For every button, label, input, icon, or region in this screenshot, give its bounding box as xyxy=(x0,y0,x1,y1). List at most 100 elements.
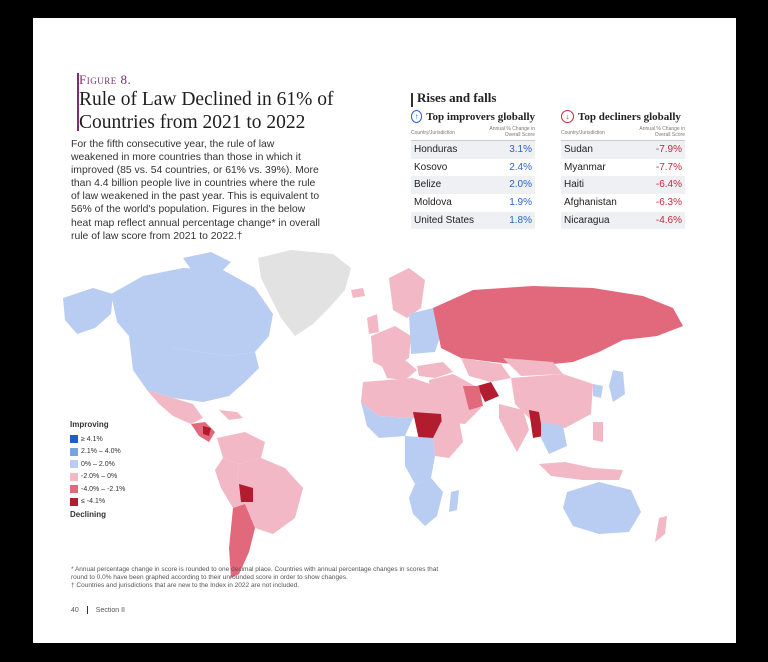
table-row: United States 1.8% xyxy=(411,211,535,230)
eastern-europe-region xyxy=(409,308,443,354)
mexico-region xyxy=(147,390,203,424)
column-value: Annual % Change in Overall Score xyxy=(639,126,685,138)
canada-region xyxy=(111,268,273,356)
country-name: Honduras xyxy=(414,144,458,155)
west-africa-region xyxy=(361,402,413,438)
section-label: Section II xyxy=(95,606,125,614)
table-row: Afghanistan -6.3% xyxy=(561,194,685,212)
peru-bolivia-region xyxy=(215,458,245,508)
top-decliners-table: ↓ Top decliners globally Country/Jurisdi… xyxy=(561,110,685,230)
alaska-region xyxy=(63,288,113,334)
country-name: Myanmar xyxy=(564,161,606,173)
legend-item-label: ≥ 4.1% xyxy=(81,435,103,443)
brazil-region xyxy=(237,458,303,534)
footer-divider xyxy=(86,606,88,614)
score-change: -7.7% xyxy=(655,161,682,173)
improvers-column-headers: Country/Jurisdiction Annual % Change in … xyxy=(411,126,535,141)
southern-africa-region xyxy=(409,478,443,526)
intro-line: weakened in more countries than those in… xyxy=(71,152,301,164)
score-change: -6.3% xyxy=(655,197,682,209)
east-africa-region xyxy=(433,420,463,458)
table-row: Haiti -6.4% xyxy=(561,176,685,195)
intro-paragraph: For the fifth consecutive year, the rule… xyxy=(71,138,371,243)
column-country: Country/Jurisdiction xyxy=(411,130,455,136)
intro-line: For the fifth consecutive year, the rule… xyxy=(71,139,275,150)
central-africa-region xyxy=(405,436,435,484)
australia-region xyxy=(563,482,641,534)
country-name: Sudan xyxy=(564,144,593,155)
score-change: 2.4% xyxy=(509,161,532,173)
indonesia-region xyxy=(539,462,623,480)
legend-item-label: 0% – 2.0% xyxy=(81,460,115,468)
up-arrow-circle-icon: ↑ xyxy=(411,110,423,123)
country-name: Haiti xyxy=(564,179,585,191)
southern-europe-region xyxy=(381,360,417,380)
country-name: Nicaragua xyxy=(564,214,610,226)
table-row: Belize 2.0% xyxy=(411,176,535,195)
legend-swatch xyxy=(70,447,78,456)
usa-region xyxy=(129,336,259,402)
intro-line: improved (85 vs. 54 countries, or 61% vs… xyxy=(71,165,319,177)
legend-item-label: -4.0% – -2.1% xyxy=(81,485,126,493)
page-title: Rule of Law Declined in 61% of Countries… xyxy=(79,88,379,134)
legend-swatch xyxy=(70,435,78,444)
legend-item: 0% – 2.0% xyxy=(70,458,125,471)
country-name: Belize xyxy=(414,179,442,191)
page-number: 40 xyxy=(71,606,79,614)
footnotes: * Annual percentage change in score is r… xyxy=(71,566,541,590)
score-change: 1.8% xyxy=(509,214,532,226)
philippines-region xyxy=(593,422,603,442)
table-row: Nicaragua -4.6% xyxy=(561,211,685,230)
new-zealand-region xyxy=(655,516,667,542)
footnote-line: round to 0.0% have been graphed accordin… xyxy=(71,574,348,581)
score-change: -4.6% xyxy=(655,214,682,226)
country-name: United States xyxy=(414,214,475,226)
score-change: -7.9% xyxy=(655,144,682,155)
iceland-region xyxy=(351,288,365,298)
decliners-rows: Sudan -7.9% Myanmar -7.7% Haiti -6.4% Afgha… xyxy=(561,141,685,230)
table-row: Myanmar -7.7% xyxy=(561,159,685,177)
intro-line: heat map reflect annual percentage chang… xyxy=(71,217,320,229)
legend-item: ≥ 4.1% xyxy=(70,433,125,446)
decliners-header: ↓ Top decliners globally xyxy=(561,110,685,123)
decliners-title: Top decliners globally xyxy=(578,110,681,123)
intro-line: of law weakened in the past year. This i… xyxy=(71,191,320,203)
legend-swatch xyxy=(70,485,78,494)
myanmar-region xyxy=(529,410,543,438)
table-row: Sudan -7.9% xyxy=(561,141,685,159)
title-line: Rule of Law Declined in 61% of xyxy=(79,89,334,110)
central-asia-region xyxy=(461,358,511,382)
figure-label: Figure 8. xyxy=(79,72,132,87)
table-row: Kosovo 2.4% xyxy=(411,159,535,177)
russia-region xyxy=(433,286,683,366)
greenland-region xyxy=(258,250,351,336)
country-name: Kosovo xyxy=(414,161,448,173)
footnote-line: * Annual percentage change in score is r… xyxy=(71,566,439,573)
mongolia-region xyxy=(503,358,563,376)
page-footer: 40 Section II xyxy=(71,606,125,614)
legend-item: -4.0% – -2.1% xyxy=(70,483,125,496)
title-line: Countries from 2021 to 2022 xyxy=(79,112,306,133)
report-page: Figure 8. Rule of Law Declined in 61% of… xyxy=(33,18,736,643)
legend-swatch xyxy=(70,460,78,469)
column-country: Country/Jurisdiction xyxy=(561,130,605,136)
score-change: 2.0% xyxy=(509,179,532,191)
rises-falls-accent-bar xyxy=(411,93,413,107)
down-arrow-circle-icon: ↓ xyxy=(561,110,574,123)
legend-item: -2.0% – 0% xyxy=(70,471,125,484)
legend-improving-label: Improving xyxy=(70,420,109,429)
rises-falls-title: Rises and falls xyxy=(417,90,497,105)
india-region xyxy=(499,404,529,452)
legend-item-label: -2.0% – 0% xyxy=(81,473,118,481)
intro-line: 56% of the world's population. Figures i… xyxy=(71,204,306,216)
madagascar-region xyxy=(449,490,459,512)
southeast-asia-region xyxy=(541,422,567,454)
uk-region xyxy=(367,314,379,334)
score-change: -6.4% xyxy=(655,179,682,191)
legend-item-label: 2.1% – 4.0% xyxy=(81,448,121,456)
table-row: Honduras 3.1% xyxy=(411,141,535,159)
north-africa-region xyxy=(361,378,443,418)
legend-item-label: ≤ -4.1% xyxy=(81,498,106,506)
bolivia-region xyxy=(239,484,253,502)
legend-declining-label: Declining xyxy=(70,510,107,519)
